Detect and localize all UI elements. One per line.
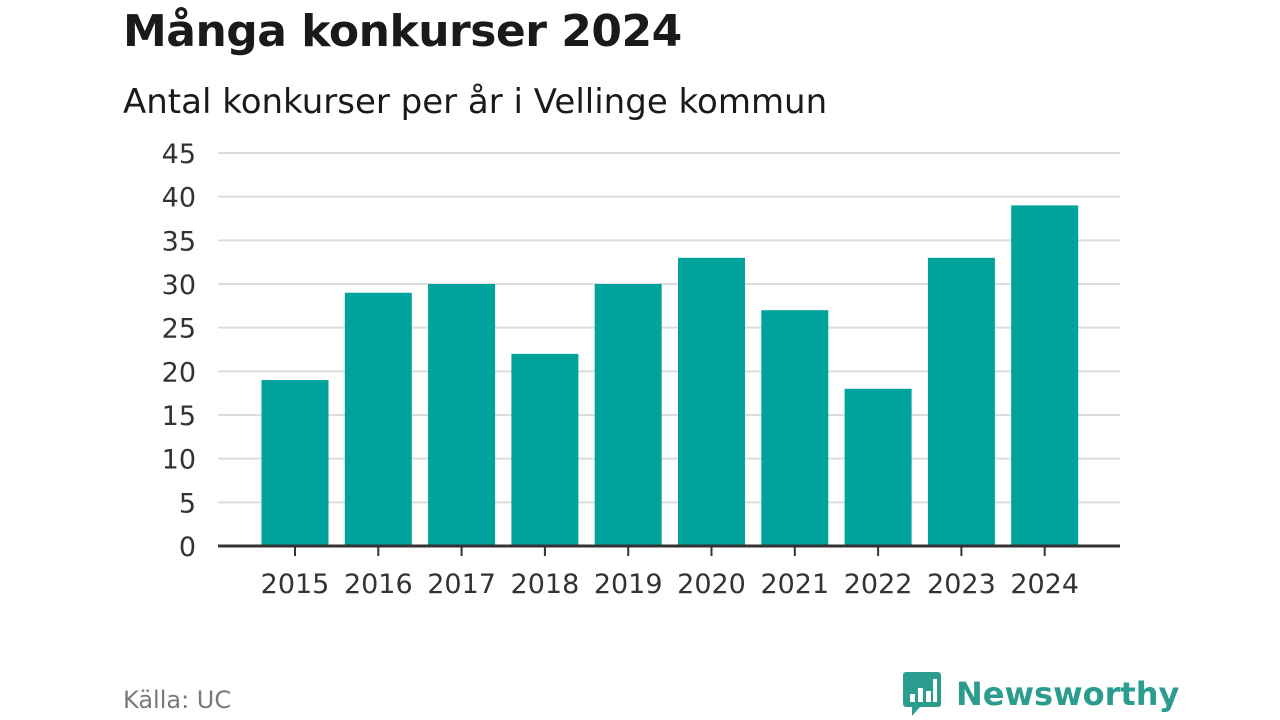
- bars: [261, 205, 1079, 546]
- bar-2020: [678, 257, 745, 546]
- bar-2017: [428, 284, 496, 546]
- bar-2023: [927, 257, 995, 546]
- y-tick-label: 45: [162, 139, 196, 170]
- chart-title: Många konkurser 2024: [123, 6, 682, 57]
- x-tick-label: 2022: [844, 569, 913, 600]
- y-tick-label: 5: [179, 488, 196, 519]
- x-tick-label: 2024: [1010, 569, 1079, 600]
- axes: [218, 544, 1120, 556]
- bar-2024: [1011, 205, 1079, 546]
- y-tick-label: 20: [162, 357, 196, 388]
- source-note: Källa: UC: [123, 686, 232, 714]
- brand-name: Newsworthy: [956, 675, 1180, 713]
- y-tick-label: 0: [179, 532, 196, 563]
- x-tick-label: 2015: [261, 569, 330, 600]
- x-tick-label: 2018: [511, 569, 580, 600]
- y-tick-label: 25: [162, 314, 196, 345]
- y-tick-labels: 0 5 10 15 20 25 30 35 40 45: [162, 139, 196, 563]
- bar-2018: [511, 353, 579, 546]
- x-tick-labels: 2015 2016 2017 2018 2019 2020 2021 2022 2023 2024: [261, 569, 1079, 600]
- x-tick-label: 2017: [427, 569, 496, 600]
- y-tick-label: 35: [162, 226, 196, 257]
- x-tick-label: 2021: [760, 569, 829, 600]
- brand-logo: Newsworthy: [902, 670, 1179, 718]
- y-tick-label: 10: [162, 445, 196, 476]
- bar-2022: [844, 388, 912, 546]
- x-tick-label: 2016: [344, 569, 413, 600]
- y-tick-label: 30: [162, 270, 196, 301]
- bar-chart-speech-bubble-icon: [903, 672, 941, 716]
- bar-2019: [594, 284, 662, 546]
- x-tick-label: 2023: [927, 569, 996, 600]
- x-tick-label: 2020: [677, 569, 746, 600]
- bar-2015: [261, 380, 329, 546]
- y-tick-label: 15: [162, 401, 196, 432]
- bar-2021: [761, 310, 829, 546]
- x-tick-label: 2019: [594, 569, 663, 600]
- y-tick-label: 40: [162, 183, 196, 214]
- bar-2016: [344, 292, 412, 546]
- chart-subtitle: Antal konkurser per år i Vellinge kommun: [123, 82, 828, 122]
